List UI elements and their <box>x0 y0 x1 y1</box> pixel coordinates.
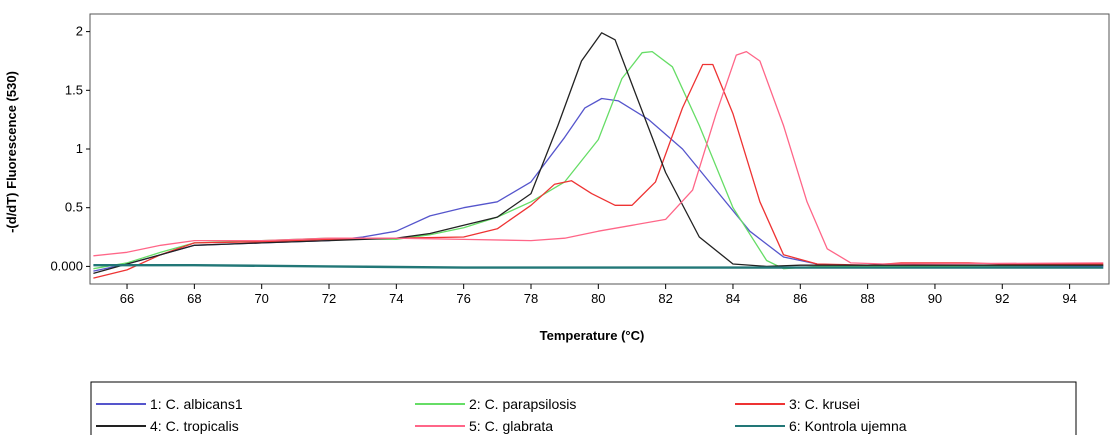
series-line-2 <box>93 50 1104 270</box>
x-tick-label: 66 <box>120 291 134 306</box>
x-tick-label: 86 <box>793 291 807 306</box>
x-tick-label: 80 <box>591 291 605 306</box>
plot-area <box>93 32 1104 279</box>
series-line-3 <box>93 63 1104 279</box>
series-line-4 <box>93 32 1104 275</box>
y-tick-label: 0.000 <box>50 258 83 273</box>
y-tick-label: 2 <box>76 24 83 39</box>
x-axis-title: Temperature (°C) <box>540 328 645 343</box>
y-tick-label: 1.5 <box>65 82 83 97</box>
series-line-5 <box>93 50 1104 265</box>
legend-label-6: 6: Kontrola ujemna <box>789 418 907 434</box>
legend-label-5: 5: C. glabrata <box>469 418 553 434</box>
x-tick-label: 90 <box>928 291 942 306</box>
x-tick-label: 72 <box>322 291 336 306</box>
y-tick-label: 0.5 <box>65 200 83 215</box>
legend-label-1: 1: C. albicans1 <box>150 396 243 412</box>
x-tick-label: 68 <box>187 291 201 306</box>
legend: 1: C. albicans1 2: C. parapsilosis 3: C. k… <box>90 381 1077 435</box>
legend-label-4: 4: C. tropicalis <box>150 418 239 434</box>
x-tick-label: 76 <box>456 291 470 306</box>
x-tick-label: 74 <box>389 291 403 306</box>
x-tick-label: 82 <box>658 291 672 306</box>
x-tick-label: 94 <box>1062 291 1076 306</box>
series-line-6 <box>93 264 1104 269</box>
legend-box <box>90 381 1077 435</box>
x-tick-label: 78 <box>524 291 538 306</box>
axes: 66 68 70 72 74 76 78 80 82 84 86 88 90 92 94 0.000 0.5 1 1… <box>50 13 1110 306</box>
legend-label-2: 2: C. parapsilosis <box>469 396 576 412</box>
x-tick-label: 92 <box>995 291 1009 306</box>
x-tick-label: 84 <box>726 291 740 306</box>
series-line-1 <box>93 97 1104 272</box>
legend-label-3: 3: C. krusei <box>789 396 860 412</box>
y-tick-label: 1 <box>76 141 83 156</box>
x-tick-label: 88 <box>860 291 874 306</box>
y-axis-title: -(d/dT) Fluorescence (530) <box>4 71 19 233</box>
x-tick-label: 70 <box>254 291 268 306</box>
